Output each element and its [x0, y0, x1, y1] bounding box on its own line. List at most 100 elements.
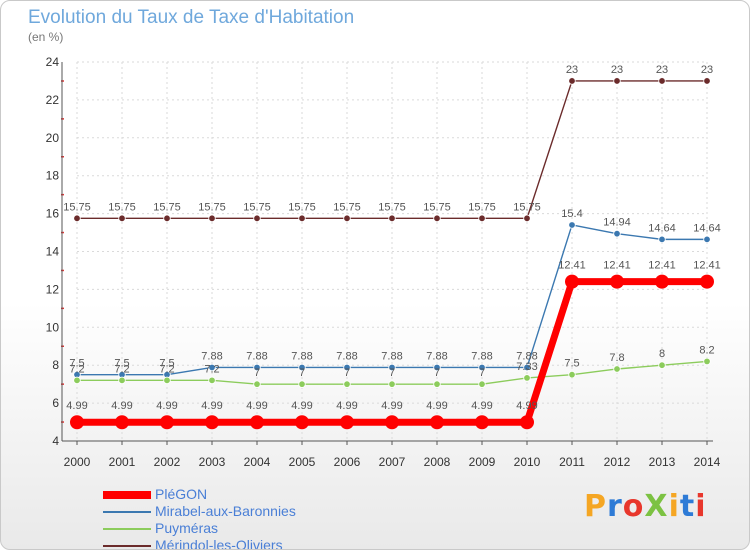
logo-letter: r	[607, 489, 623, 524]
data-point	[523, 214, 531, 223]
data-point	[343, 380, 351, 388]
data-label: 7.5	[114, 358, 129, 370]
data-point	[658, 77, 666, 85]
data-label: 4.99	[156, 400, 177, 412]
data-point	[73, 376, 81, 385]
logo-letter: X	[644, 489, 669, 524]
x-tick-label: 2001	[109, 455, 136, 469]
data-label: 23	[566, 64, 578, 76]
data-label: 15.75	[63, 201, 91, 213]
data-point	[568, 77, 576, 85]
logo-letter: P	[584, 489, 607, 524]
data-point	[433, 363, 441, 372]
data-point	[703, 77, 711, 85]
x-tick-label: 2004	[244, 455, 271, 469]
x-tick-label: 2009	[469, 455, 496, 469]
chart-unit-label: (en %)	[28, 30, 64, 44]
data-label: 15.75	[423, 201, 451, 213]
data-label: 7	[344, 367, 350, 379]
data-point	[163, 376, 171, 385]
legend-swatch	[103, 511, 151, 513]
data-point	[208, 363, 216, 372]
data-label: 23	[611, 64, 623, 76]
data-label: 15.75	[468, 201, 496, 213]
data-label: 15.75	[333, 201, 361, 213]
logo-letter: i	[668, 489, 680, 524]
data-label: 4.99	[291, 400, 312, 412]
y-tick-label: 4	[52, 434, 59, 448]
y-tick-label: 10	[46, 320, 60, 334]
y-tick-label: 22	[46, 93, 60, 107]
data-point	[478, 380, 486, 388]
data-label: 7.88	[246, 350, 267, 362]
data-point	[703, 357, 711, 366]
data-label: 8	[659, 348, 665, 360]
data-label: 7.33	[516, 361, 537, 373]
data-point	[208, 214, 216, 223]
data-label: 7.88	[426, 350, 447, 362]
legend-label: Mérindol-les-Oliviers	[155, 537, 283, 550]
data-point	[655, 274, 669, 289]
data-point	[610, 274, 624, 289]
data-point	[385, 415, 399, 430]
data-label: 4.99	[246, 400, 267, 412]
data-label: 15.75	[378, 201, 406, 213]
data-label: 7.2	[69, 363, 84, 375]
data-point	[658, 235, 666, 244]
data-point	[298, 380, 306, 388]
data-point	[433, 214, 441, 223]
data-label: 7.88	[471, 350, 492, 362]
data-label: 7.2	[114, 363, 129, 375]
data-point	[523, 363, 531, 372]
data-label: 23	[656, 64, 668, 76]
data-point	[343, 363, 351, 372]
data-label: 14.64	[648, 222, 676, 234]
data-label: 4.99	[381, 400, 402, 412]
legend-label: Puyméras	[155, 520, 219, 536]
logo-letter: t	[679, 489, 696, 524]
chart-title: Evolution du Taux de Taxe d'Habitation	[28, 7, 355, 28]
y-tick-label: 16	[46, 207, 60, 221]
data-point	[295, 415, 309, 430]
y-tick-label: 12	[46, 282, 60, 296]
data-label: 15.75	[288, 201, 316, 213]
logo-letter: i	[695, 489, 707, 524]
data-point	[388, 214, 396, 223]
data-label: 8.2	[699, 344, 714, 356]
data-point	[73, 214, 81, 223]
data-point	[253, 214, 261, 223]
data-label: 4.99	[516, 400, 537, 412]
data-label: 15.75	[243, 201, 271, 213]
data-point	[298, 214, 306, 223]
x-tick-label: 2003	[199, 455, 226, 469]
data-label: 12.41	[693, 260, 721, 272]
data-point	[478, 214, 486, 223]
data-point	[253, 380, 261, 388]
data-point	[700, 274, 714, 289]
x-tick-label: 2014	[694, 455, 721, 469]
data-point	[118, 214, 126, 223]
data-label: 12.41	[648, 260, 676, 272]
data-label: 7.88	[381, 350, 402, 362]
legend-item: PléGON	[103, 486, 363, 503]
data-label: 7.5	[564, 358, 579, 370]
data-label: 12.41	[603, 260, 631, 272]
data-label: 4.99	[111, 400, 132, 412]
data-point	[568, 221, 576, 229]
data-point	[163, 214, 171, 223]
x-tick-label: 2013	[649, 455, 676, 469]
data-label: 15.75	[513, 201, 541, 213]
y-tick-label: 6	[52, 396, 59, 410]
data-label: 4.99	[201, 400, 222, 412]
data-label: 15.75	[198, 201, 226, 213]
data-label: 7.2	[159, 363, 174, 375]
data-point	[613, 77, 621, 85]
proxiti-logo: ProXiti	[584, 489, 707, 524]
legend-label: Mirabel-aux-Baronnies	[155, 503, 296, 519]
data-point	[523, 374, 531, 382]
data-point	[613, 365, 621, 373]
data-label: 7.5	[159, 358, 174, 370]
data-label: 14.64	[693, 222, 721, 234]
data-point	[568, 370, 576, 379]
data-point	[613, 229, 621, 238]
